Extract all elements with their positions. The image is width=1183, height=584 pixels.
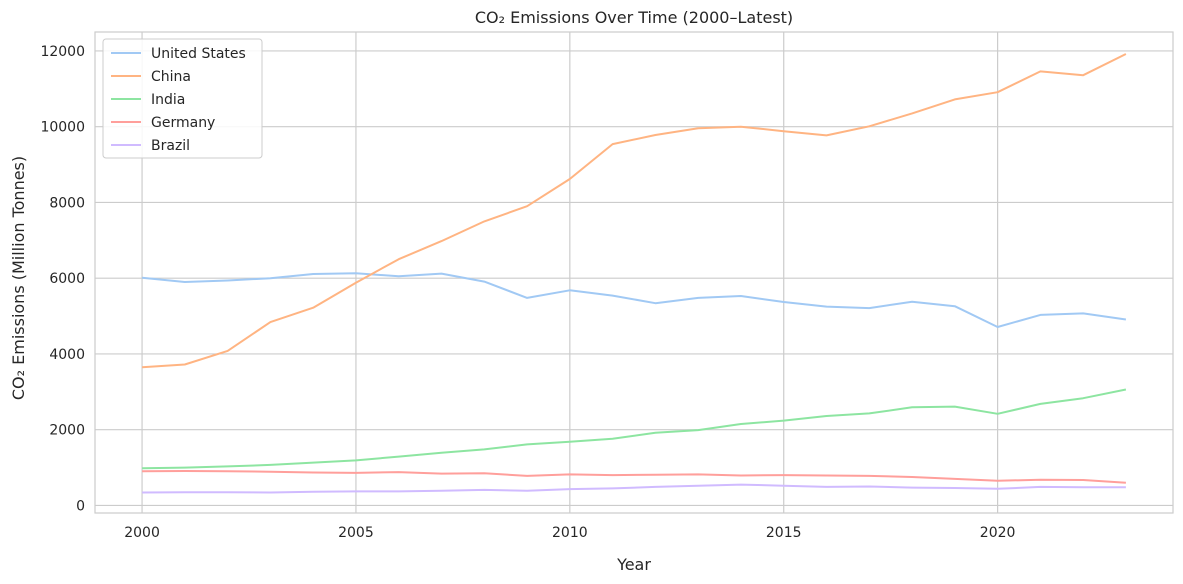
y-tick-label: 4000 [49, 347, 85, 363]
y-axis-title: CO₂ Emissions (Million Tonnes) [9, 156, 28, 400]
legend-label-germany: Germany [151, 115, 215, 131]
series-line-united-states [142, 272, 1127, 328]
plot-frame [94, 31, 1174, 514]
x-tick-label: 2020 [980, 525, 1016, 541]
series-line-china [142, 53, 1127, 369]
series-line-india [142, 388, 1127, 470]
y-tick-label: 12000 [40, 44, 85, 60]
x-tick-label: 2010 [552, 525, 588, 541]
series-line-germany [142, 470, 1126, 484]
y-tick-label: 0 [76, 498, 85, 514]
x-tick-label: 2000 [124, 525, 160, 541]
axis-ticks: 2000 2005 2010 2015 2020 0 2000 4000 6000 8000 100… [40, 44, 1015, 541]
legend-label-china: China [151, 69, 191, 85]
legend-label-india: India [151, 92, 185, 108]
y-tick-label: 6000 [49, 271, 85, 287]
chart-title: CO₂ Emissions Over Time (2000–Latest) [475, 8, 793, 27]
x-tick-label: 2015 [766, 525, 802, 541]
series-lines [142, 53, 1127, 494]
legend: United States China India Germany Brazil [102, 38, 263, 159]
y-tick-label: 8000 [49, 195, 85, 211]
x-axis-title: Year [616, 555, 651, 574]
y-tick-label: 10000 [40, 120, 85, 136]
legend-label-united-states: United States [151, 46, 246, 62]
x-tick-label: 2005 [338, 525, 374, 541]
y-tick-label: 2000 [49, 423, 85, 439]
legend-label-brazil: Brazil [151, 138, 190, 154]
legend-box [102, 38, 263, 159]
series-line-brazil [142, 483, 1126, 494]
